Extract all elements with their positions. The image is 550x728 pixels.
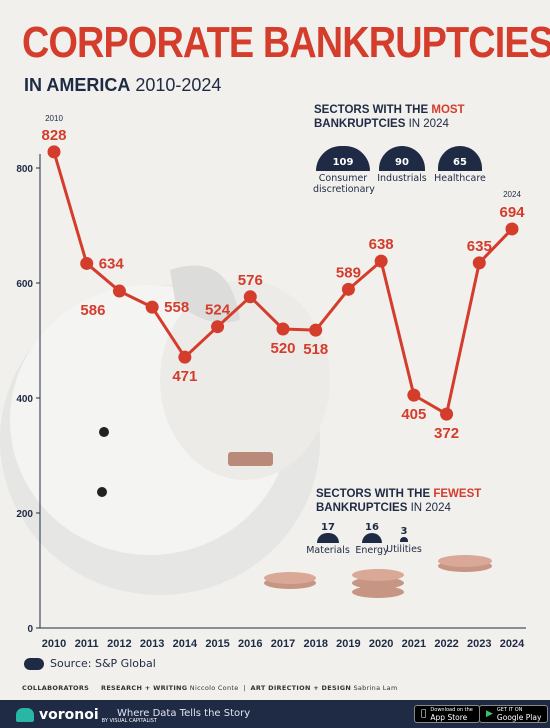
- voronoi-logo[interactable]: voronoi BY VISUAL CAPITALIST: [16, 706, 157, 724]
- sector-energy: 16 Energy: [352, 522, 392, 556]
- x-tick-label: 2018: [303, 638, 327, 650]
- sector-value: 17: [321, 522, 335, 533]
- collaborators-line: COLLABORATORS RESEARCH + WRITING Niccolo…: [22, 684, 398, 692]
- y-tick-label: 200: [16, 509, 33, 520]
- data-label: 520: [270, 340, 295, 357]
- x-tick-label: 2019: [336, 638, 360, 650]
- most-panel-heading: SECTORS WITH THE MOST BANKRUPTCIES IN 20…: [314, 104, 465, 130]
- data-point: [440, 407, 454, 421]
- x-tick-label: 2023: [467, 638, 491, 650]
- subtitle-region: IN AMERICA: [24, 75, 131, 95]
- data-label: 638: [369, 236, 394, 253]
- data-label: 471: [172, 368, 197, 385]
- subtitle-years: 2010-2024: [135, 75, 222, 95]
- footer-bar: voronoi BY VISUAL CAPITALIST Where Data …: [0, 700, 550, 728]
- sector-label: Energy: [355, 545, 389, 556]
- sector-label: Industrials: [377, 173, 427, 184]
- play-icon: ▶: [486, 709, 493, 719]
- data-label: 372: [434, 425, 459, 442]
- sector-value: 3: [400, 526, 408, 537]
- x-tick-label: 2011: [75, 638, 99, 650]
- y-tick-label: 0: [27, 624, 33, 635]
- source-note: Source: S&P Global: [24, 657, 156, 670]
- sector-label: Consumer discretionary: [313, 173, 375, 195]
- sector-label: Materials: [306, 545, 350, 556]
- y-tick-label: 400: [16, 394, 33, 405]
- x-tick-label: 2021: [402, 638, 426, 650]
- fewest-panel-heading: SECTORS WITH THE FEWEST BANKRUPTCIES IN …: [316, 488, 482, 514]
- sector-dome: [400, 537, 408, 542]
- piggy-bank-illustration: [0, 265, 330, 595]
- data-point: [178, 350, 192, 364]
- data-point: [276, 322, 290, 336]
- sector-label: Healthcare: [434, 173, 486, 184]
- x-tick-label: 2017: [271, 638, 295, 650]
- page-subtitle: IN AMERICA 2010-2024: [24, 75, 221, 96]
- source-text: Source: S&P Global: [50, 657, 156, 670]
- sector-value-badge: 90: [379, 146, 425, 171]
- data-label: 635: [467, 238, 492, 255]
- data-label: 828: [41, 127, 66, 144]
- data-point: [145, 300, 159, 314]
- data-label: 518: [303, 341, 328, 358]
- endpoint-year-label: 2010: [45, 114, 63, 123]
- fewest-bankruptcies-panel: SECTORS WITH THE FEWEST BANKRUPTCIES IN …: [316, 487, 481, 515]
- brand-sub: BY VISUAL CAPITALIST: [101, 718, 157, 724]
- data-point: [112, 284, 126, 298]
- line-chart: 0 200 400 600 800 2010 2011 2012 2013 2014 2015 201…: [0, 114, 526, 650]
- data-label: 576: [238, 272, 263, 289]
- data-point: [505, 222, 519, 236]
- data-point: [80, 256, 94, 270]
- data-point: [472, 256, 486, 270]
- sector-healthcare: 65 Healthcare: [434, 146, 486, 184]
- sector-label: Utilities: [386, 544, 422, 555]
- sector-value-badge: 65: [438, 146, 482, 171]
- data-label: 586: [80, 302, 105, 319]
- x-tick-label: 2012: [107, 638, 131, 650]
- sector-consumer-discretionary: 109 Consumer discretionary: [313, 146, 375, 195]
- y-tick-label: 600: [16, 279, 33, 290]
- data-point: [341, 282, 355, 296]
- sector-industrials: 90 Industrials: [376, 146, 428, 184]
- binoculars-icon: [24, 657, 44, 670]
- tagline: Where Data Tells the Story: [117, 708, 251, 719]
- page-title: CORPORATE BANKRUPTCIES: [22, 18, 550, 67]
- data-point: [407, 388, 421, 402]
- sector-dome: [317, 533, 339, 543]
- apple-icon: : [421, 709, 426, 719]
- x-tick-label: 2013: [140, 638, 164, 650]
- app-store-badge[interactable]:  Download on the App Store: [414, 705, 480, 723]
- sector-materials: 17 Materials: [306, 522, 350, 556]
- x-tick-label: 2016: [238, 638, 262, 650]
- y-tick-label: 800: [16, 164, 33, 175]
- data-label: 589: [336, 264, 361, 281]
- data-label: 634: [99, 255, 125, 272]
- x-tick-label: 2015: [205, 638, 229, 650]
- sector-utilities: 3 Utilities: [386, 526, 422, 555]
- x-tick-label: 2010: [42, 638, 66, 650]
- coin-stacks: [264, 555, 492, 598]
- google-play-badge[interactable]: ▶ GET IT ON Google Play: [479, 705, 549, 723]
- data-point: [243, 290, 257, 304]
- x-tick-label: 2014: [173, 638, 198, 650]
- sector-value-badge: 109: [316, 146, 370, 171]
- x-tick-label: 2020: [369, 638, 393, 650]
- data-point: [211, 320, 225, 334]
- data-label: 524: [205, 302, 231, 319]
- voronoi-logo-icon: [16, 708, 34, 722]
- data-point: [309, 323, 323, 337]
- endpoint-year-label: 2024: [503, 190, 521, 199]
- data-label: 558: [164, 299, 189, 316]
- most-bankruptcies-panel: SECTORS WITH THE MOST BANKRUPTCIES IN 20…: [314, 103, 465, 131]
- sector-dome: [362, 533, 382, 543]
- data-point: [374, 254, 388, 268]
- sector-value: 16: [365, 522, 379, 533]
- brand-name: voronoi: [39, 707, 99, 723]
- x-tick-label: 2024: [500, 638, 525, 650]
- data-label: 405: [401, 406, 426, 423]
- data-point: [47, 145, 61, 159]
- x-tick-label: 2022: [434, 638, 458, 650]
- data-label: 694: [499, 204, 525, 221]
